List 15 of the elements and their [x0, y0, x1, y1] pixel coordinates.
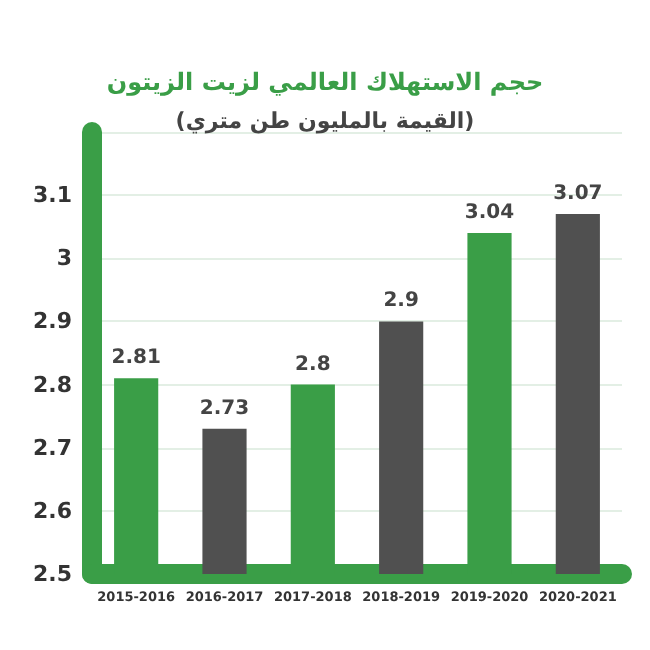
- y-tick-label: 3: [56, 245, 72, 272]
- y-tick-label: 2.8: [33, 371, 72, 398]
- y-tick-label: 2.5: [33, 561, 72, 587]
- y-tick-label: 2.7: [33, 434, 72, 461]
- data-label: 3.07: [553, 183, 603, 206]
- y-tick-label: 3.1: [33, 182, 72, 209]
- data-label: 2.81: [111, 347, 161, 370]
- y-tick-label: 2.9: [33, 308, 72, 335]
- data-label: 2.73: [199, 397, 250, 420]
- data-label: 2.8: [295, 353, 331, 376]
- data-label: 2.9: [383, 290, 419, 313]
- chart-subtitle: (القيمة بالمليون طن متري): [175, 108, 475, 134]
- data-label: 3.04: [464, 202, 515, 225]
- chart-title: حجم الاستهلاك العالمي لزيت الزيتون: [106, 68, 544, 96]
- y-tick-label: 2.6: [33, 497, 73, 524]
